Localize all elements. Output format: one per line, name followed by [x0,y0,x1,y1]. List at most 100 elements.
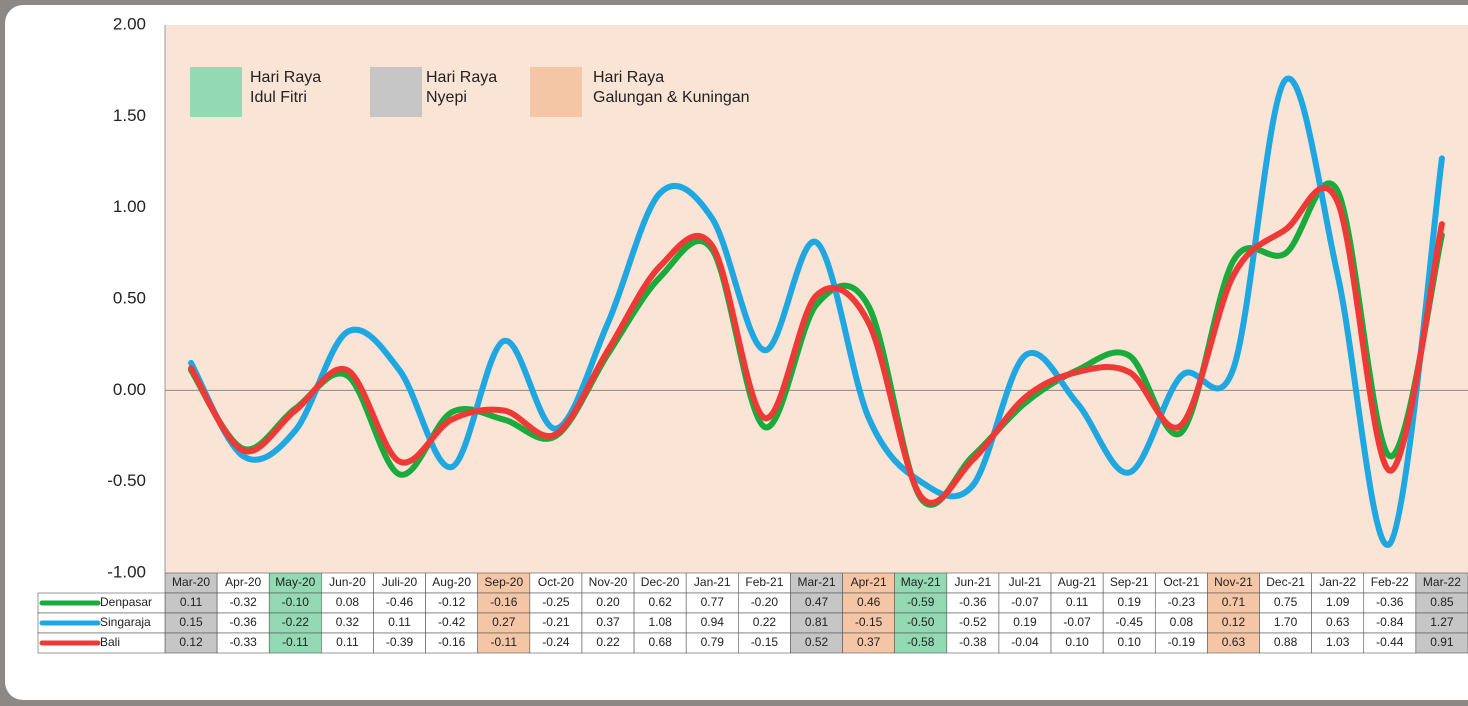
category-label: May-20 [275,575,315,589]
holiday-label: Idul Fitri [250,89,307,106]
table-value: -0.58 [907,635,935,649]
category-label: Juli-20 [382,575,418,589]
table-value: 0.11 [1066,595,1089,609]
table-value: 0.12 [1222,615,1246,629]
table-value: -0.10 [282,595,310,609]
table-value: -0.84 [1376,615,1404,629]
y-tick-label: 1.50 [113,106,146,125]
table-value: -0.33 [230,635,258,649]
category-label: Sep-20 [484,575,523,589]
legend-label: Bali [100,635,120,649]
table-value: -0.50 [907,615,935,629]
category-label: Dec-20 [641,575,680,589]
holiday-label: Nyepi [426,89,467,106]
category-label: Aug-21 [1058,575,1097,589]
table-value: 0.77 [701,595,725,609]
table-value: -0.59 [907,595,935,609]
holiday-swatch [370,67,422,117]
table-value: 0.52 [805,635,829,649]
table-value: 0.47 [805,595,829,609]
table-value: -0.23 [1168,595,1196,609]
category-label: Jan-21 [694,575,731,589]
holiday-swatch [190,67,242,117]
category-label: Jun-20 [329,575,366,589]
holiday-label: Hari Raya [426,69,497,86]
table-value: -0.07 [1011,595,1039,609]
table-value: 0.08 [1170,615,1194,629]
table-value: 1.03 [1326,635,1350,649]
category-label: Mar-20 [172,575,210,589]
table-value: 0.22 [753,615,777,629]
table-value: 0.68 [648,635,672,649]
table-value: 0.27 [492,615,516,629]
category-label: May-21 [901,575,941,589]
category-label: Sep-21 [1110,575,1149,589]
table-value: 0.46 [857,595,881,609]
y-tick-label: 1.00 [113,197,146,216]
table-value: -0.44 [1376,635,1404,649]
holiday-swatch [530,67,582,117]
table-value: 0.10 [1065,635,1089,649]
table-value: -0.39 [386,635,414,649]
table-value: -0.38 [959,635,987,649]
table-value: 0.37 [857,635,881,649]
table-value: 0.19 [1013,615,1037,629]
legend-label: Singaraja [100,615,151,629]
category-label: Apr-21 [851,575,887,589]
table-value: 0.63 [1222,635,1246,649]
table-value: -0.22 [282,615,310,629]
category-label: Oct-20 [538,575,574,589]
category-label: Oct-21 [1163,575,1199,589]
table-value: -0.25 [542,595,570,609]
table-value: 0.88 [1274,635,1298,649]
y-tick-label: 2.00 [113,14,146,33]
category-label: Jan-22 [1319,575,1356,589]
category-label: Jun-21 [955,575,992,589]
category-label: Nov-20 [589,575,628,589]
category-label: Feb-22 [1371,575,1409,589]
holiday-label: Hari Raya [250,69,321,86]
table-value: 0.71 [1222,595,1246,609]
table-value: 0.11 [336,635,359,649]
category-label: Aug-20 [432,575,471,589]
category-label: Mar-21 [797,575,835,589]
table-value: -0.36 [230,615,258,629]
table-value: 0.81 [805,615,829,629]
table-value: -0.21 [542,615,570,629]
table-value: -0.24 [542,635,570,649]
table-value: 0.15 [179,615,203,629]
y-tick-label: -1.00 [107,562,146,581]
table-value: 0.19 [1118,595,1142,609]
y-tick-label: 0.00 [113,380,146,399]
holiday-label: Hari Raya [593,69,664,86]
category-label: Feb-21 [745,575,783,589]
table-value: 1.09 [1326,595,1350,609]
table-value: 0.79 [701,635,725,649]
table-value: -0.36 [1376,595,1404,609]
legend-label: Denpasar [100,595,152,609]
table-value: -0.16 [438,635,466,649]
category-label: Nov-21 [1214,575,1253,589]
table-value: 0.91 [1430,635,1454,649]
table-value: -0.32 [230,595,258,609]
table-value: -0.16 [490,595,518,609]
table-value: 0.62 [648,595,672,609]
holiday-label: Galungan & Kuningan [593,89,750,106]
table-value: 0.85 [1430,595,1454,609]
table-value: 0.37 [596,615,620,629]
table-value: -0.15 [751,635,779,649]
category-label: Apr-20 [225,575,261,589]
table-value: 0.94 [701,615,725,629]
category-label: Jul-21 [1009,575,1042,589]
chart: 2.001.501.000.500.00-0.50-1.00Hari RayaI… [0,0,1468,706]
table-value: -0.12 [438,595,466,609]
table-value: -0.36 [959,595,987,609]
table-value: 0.32 [336,615,360,629]
table-value: -0.15 [855,615,883,629]
page: {"chart_data": {"type": "line", "categor… [0,0,1468,706]
table-value: 0.22 [596,635,620,649]
category-label: Dec-21 [1266,575,1305,589]
table-value: -0.45 [1116,615,1144,629]
table-value: -0.46 [386,595,414,609]
table-value: 0.10 [1118,635,1142,649]
